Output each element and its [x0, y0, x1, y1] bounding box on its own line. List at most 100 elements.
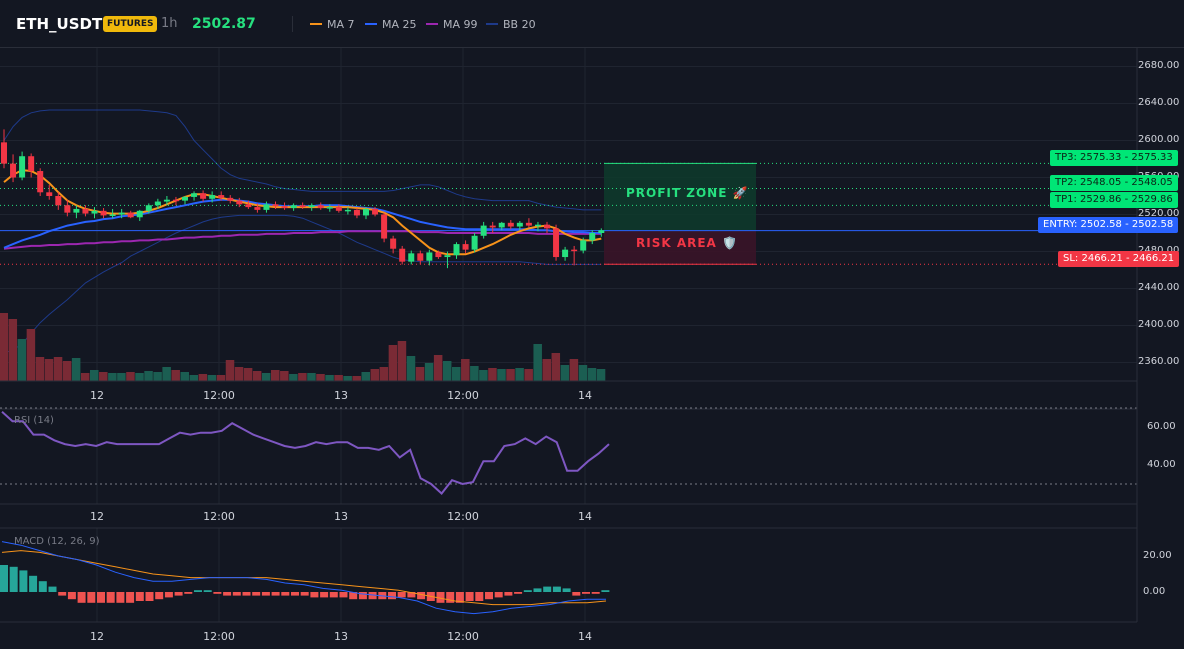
macd-histogram-bar	[572, 592, 581, 596]
volume-bars	[0, 313, 606, 381]
candle-body	[172, 199, 179, 202]
volume-bar	[452, 367, 461, 381]
pane-frames	[0, 48, 1138, 623]
volume-bar	[415, 367, 425, 381]
volume-bar	[35, 357, 45, 381]
volume-bar	[44, 359, 54, 381]
volume-bar	[461, 359, 470, 381]
interval-selector[interactable]: 1h	[161, 16, 178, 31]
candle-body	[227, 197, 234, 201]
macd-histogram-bar	[135, 592, 144, 601]
rsi-tick: 40.00	[1147, 459, 1176, 470]
volume-bar	[533, 344, 542, 381]
volume-bar	[26, 329, 36, 381]
macd-histogram-bar	[145, 592, 154, 601]
candle-body	[191, 193, 198, 197]
ma99-line	[3, 230, 602, 250]
macd-histogram-bar	[164, 592, 173, 598]
candle-body	[489, 225, 496, 228]
candle-body	[118, 212, 125, 215]
candle-body	[417, 253, 424, 261]
rsi-label[interactable]: RSI (14)	[14, 415, 54, 426]
time-tick-label: 12:00	[203, 510, 235, 523]
candle-body	[281, 206, 288, 209]
macd-histogram-bar	[397, 592, 406, 598]
symbol-name[interactable]: ETH_USDT	[16, 15, 103, 33]
candle-body	[408, 253, 415, 262]
legend-item-ma99[interactable]: MA 99	[426, 0, 478, 48]
macd-histogram-bar	[368, 592, 377, 600]
time-tick-label: 12	[90, 630, 104, 643]
candle-body	[136, 210, 143, 218]
macd-histogram-bar	[281, 592, 290, 596]
tp2-tag: TP2: 2548.05 - 2548.05	[1050, 175, 1178, 191]
time-tick-label: 12	[90, 510, 104, 523]
volume-bar	[289, 374, 298, 381]
volume-bar	[53, 357, 63, 381]
volume-bar	[406, 356, 416, 381]
risk-area-zone	[604, 230, 756, 265]
volume-bar	[216, 375, 226, 381]
volume-bar	[379, 367, 389, 381]
macd-tick: 20.00	[1143, 550, 1172, 561]
macd-histogram-bar	[320, 592, 329, 598]
candle-body	[453, 244, 460, 256]
macd-histogram-bar	[504, 592, 513, 596]
candle-body	[372, 208, 379, 215]
volume-bar	[298, 373, 307, 381]
entry-tag: ENTRY: 2502.58 - 2502.58	[1038, 217, 1179, 233]
macd-histogram-bar	[523, 590, 532, 592]
macd-histogram-bar	[58, 592, 67, 596]
sl-tag: SL: 2466.21 - 2466.21	[1058, 251, 1180, 267]
volume-bar	[17, 339, 27, 381]
macd-histogram-bar	[271, 592, 280, 596]
volume-bar	[506, 369, 515, 381]
legend-label: BB 20	[503, 17, 536, 31]
volume-bar	[189, 375, 199, 381]
volume-bar	[280, 371, 289, 381]
macd-histogram-bar	[232, 592, 241, 596]
tp3-tag: TP3: 2575.33 - 2575.33	[1050, 150, 1178, 166]
trade-level-lines	[0, 162, 1137, 265]
volume-bar	[99, 372, 108, 381]
price-tick-label: 2440.00	[1138, 281, 1180, 293]
macd-histogram-bar	[514, 592, 523, 594]
tp2-label: TP2: 2548.05	[1055, 177, 1122, 188]
volume-bar	[252, 371, 262, 381]
macd-label[interactable]: MACD (12, 26, 9)	[14, 536, 100, 547]
candle-body	[326, 207, 333, 209]
macd-histogram-bar	[194, 590, 202, 592]
price-tick-label: 2520.00	[1138, 207, 1180, 219]
candle-body	[37, 171, 44, 193]
volume-bar	[596, 369, 606, 381]
macd-histogram-bar	[417, 592, 426, 600]
legend-item-bb20[interactable]: BB 20	[486, 0, 536, 48]
profit-zone-area	[604, 163, 756, 231]
volume-bar	[90, 370, 99, 381]
legend-item-ma25[interactable]: MA 25	[365, 0, 417, 48]
candle-body	[471, 235, 478, 250]
volume-bar	[388, 345, 398, 381]
candle-body	[154, 201, 161, 206]
candle-body	[335, 207, 342, 211]
macd-signal-line	[1, 550, 607, 606]
candle-body	[444, 255, 451, 258]
candle-body	[10, 163, 17, 178]
candle-body	[272, 204, 279, 207]
price-tick-label: 2680.00	[1138, 59, 1180, 71]
candle-body	[317, 205, 324, 209]
candle-body	[426, 252, 433, 261]
candle-body	[498, 222, 505, 228]
chart-header: ETH_USDT FUTURES 1h 2502.87 MA 7 MA 25 M…	[0, 0, 1184, 48]
macd-histogram-bar	[485, 592, 493, 600]
macd-histogram-bar	[48, 586, 57, 592]
macd-histogram-bar	[465, 592, 474, 601]
candle-body	[534, 224, 541, 227]
volume-bar	[370, 369, 380, 381]
trade-zones	[604, 162, 756, 265]
candle-body	[236, 200, 243, 205]
volume-bar	[569, 359, 579, 381]
legend-item-ma7[interactable]: MA 7	[310, 0, 355, 48]
price-tick-label: 2360.00	[1138, 355, 1180, 367]
